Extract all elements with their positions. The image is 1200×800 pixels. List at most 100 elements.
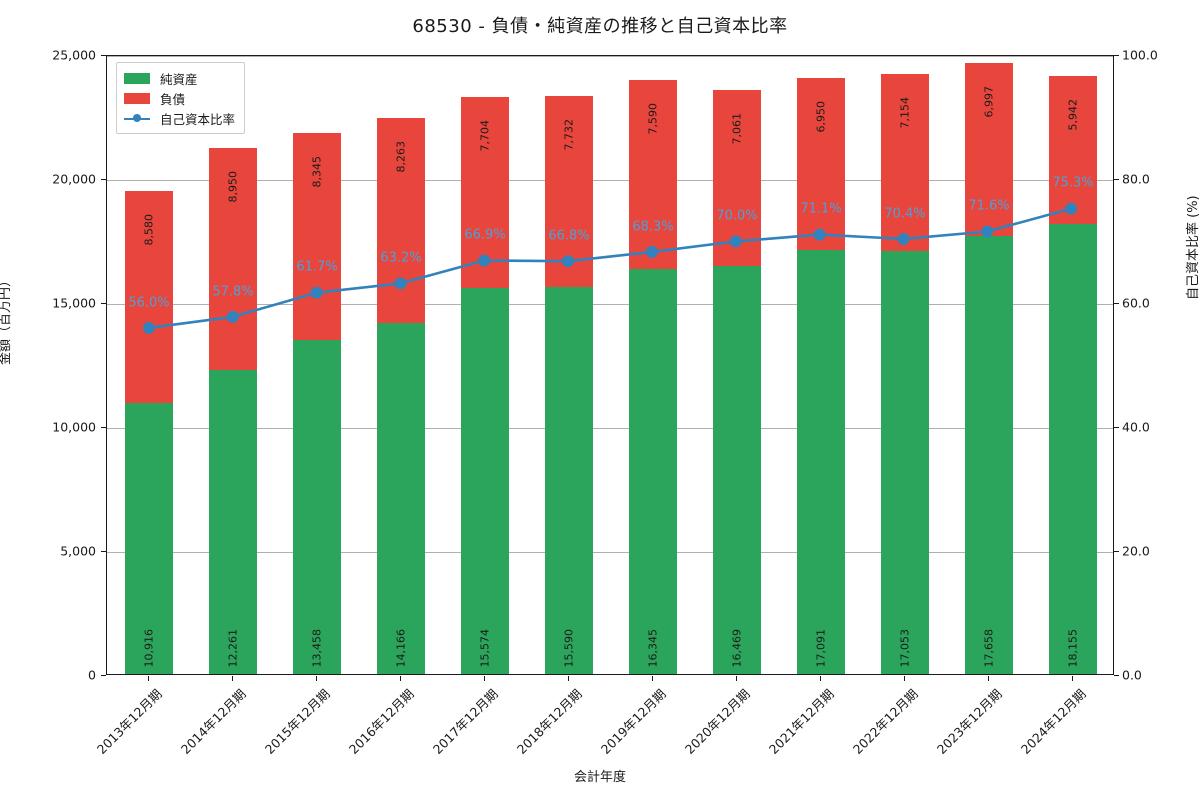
- y-axis-right-tick-label: 100.0: [1122, 47, 1158, 63]
- ratio-value-label: 70.4%: [884, 206, 926, 222]
- bar-group[interactable]: 17,091 6,950: [797, 54, 845, 674]
- bar-value-label-equity: 13,458: [310, 629, 324, 668]
- bar-value-label-liability: 8,580: [142, 213, 156, 246]
- y-axis-left-tick-mark: [101, 675, 106, 676]
- ratio-line-path: [147, 207, 1073, 330]
- bar-group[interactable]: 16,469 7,061: [713, 54, 761, 674]
- ratio-value-label: 63.2%: [380, 250, 422, 266]
- bar-group[interactable]: 13,458 8,345: [293, 54, 341, 674]
- bar-segment-equity[interactable]: 13,458: [293, 340, 341, 674]
- legend-item[interactable]: 負債: [124, 88, 235, 108]
- bar-group[interactable]: 14,166 8,263: [377, 54, 425, 674]
- ratio-value-label: 57.8%: [212, 284, 254, 300]
- bar-group[interactable]: 15,574 7,704: [461, 54, 509, 674]
- bar-value-label-liability: 7,732: [562, 118, 576, 151]
- y-axis-right-tick-label: 20.0: [1122, 543, 1150, 559]
- bar-group[interactable]: 10,916 8,580: [125, 54, 173, 674]
- x-axis-tick-label: 2024年12月期: [1017, 686, 1089, 757]
- bar-value-label-liability: 8,950: [226, 170, 240, 203]
- legend-item-label: 自己資本比率: [160, 111, 236, 127]
- bar-segment-liability[interactable]: 7,154: [881, 73, 929, 252]
- bar-segment-liability[interactable]: 8,950: [209, 147, 257, 370]
- legend-item-label: 純資産: [160, 71, 198, 87]
- y-axis-right-title: 自己資本比率 (%): [1186, 195, 1200, 300]
- x-axis-tick-label: 2018年12月期: [513, 686, 585, 757]
- bar-segment-equity[interactable]: 15,574: [461, 287, 509, 674]
- chart-legend[interactable]: 純資産負債自己資本比率: [116, 62, 246, 134]
- bar-segment-equity[interactable]: 17,091: [797, 250, 845, 674]
- bar-group[interactable]: 18,155 5,942: [1049, 54, 1097, 674]
- y-axis-left-tick-label: 10,000: [52, 419, 96, 435]
- y-axis-right-tick-mark: [1114, 55, 1119, 56]
- y-axis-left-tick-label: 5,000: [60, 543, 96, 559]
- legend-item-label: 負債: [160, 91, 186, 107]
- x-axis-tick-label: 2014年12月期: [177, 686, 249, 757]
- bar-segment-equity[interactable]: 16,469: [713, 265, 761, 674]
- bar-segment-liability[interactable]: 5,942: [1049, 76, 1097, 224]
- x-axis-tick-mark: [400, 676, 401, 681]
- bar-segment-equity[interactable]: 14,166: [377, 322, 425, 674]
- bar-value-label-equity: 15,590: [562, 629, 576, 668]
- y-axis-left-tick-mark: [101, 179, 106, 180]
- gridline: [107, 180, 1113, 181]
- bar-segment-equity[interactable]: 12,261: [209, 369, 257, 674]
- bar-segment-equity[interactable]: 18,155: [1049, 223, 1097, 674]
- bar-group[interactable]: 15,590 7,732: [545, 54, 593, 674]
- ratio-value-label: 61.7%: [296, 259, 338, 275]
- bar-segment-equity[interactable]: 15,590: [545, 287, 593, 674]
- bar-group[interactable]: 16,345 7,590: [629, 54, 677, 674]
- bar-group[interactable]: 12,261 8,950: [209, 54, 257, 674]
- bar-value-label-equity: 16,345: [646, 629, 660, 668]
- ratio-value-label: 66.9%: [464, 227, 506, 243]
- x-axis-tick-mark: [988, 676, 989, 681]
- bar-segment-liability[interactable]: 8,345: [293, 133, 341, 341]
- legend-item[interactable]: 純資産: [124, 68, 235, 88]
- x-axis-tick-label: 2017年12月期: [429, 686, 501, 757]
- y-axis-left-tick-label: 25,000: [52, 47, 96, 63]
- bar-value-label-liability: 8,263: [394, 140, 408, 173]
- x-axis-tick-mark: [232, 676, 233, 681]
- bar-group[interactable]: 17,658 6,997: [965, 54, 1013, 674]
- bar-value-label-equity: 10,916: [142, 629, 156, 668]
- y-axis-right-tick-mark: [1114, 675, 1119, 676]
- bar-value-label-liability: 5,942: [1066, 99, 1080, 131]
- bar-value-label-equity: 16,469: [730, 629, 744, 668]
- bar-value-label-liability: 8,345: [310, 156, 324, 188]
- bar-value-label-liability: 7,590: [646, 103, 660, 135]
- bar-segment-liability[interactable]: 6,950: [797, 77, 845, 251]
- plot-area: 10,916 8,580 12,261 8,950 13,458 8,345 14,166 8…: [106, 55, 1114, 675]
- x-axis-tick-label: 2019年12月期: [597, 686, 669, 757]
- x-axis-tick-mark: [904, 676, 905, 681]
- legend-line-marker-icon: [124, 113, 150, 124]
- bar-segment-liability[interactable]: 6,997: [965, 62, 1013, 237]
- y-axis-right-tick-mark: [1114, 179, 1119, 180]
- bar-value-label-liability: 7,704: [478, 119, 492, 152]
- bar-segment-liability[interactable]: 7,061: [713, 90, 761, 266]
- y-axis-right-tick-mark: [1114, 551, 1119, 552]
- legend-item[interactable]: 自己資本比率: [124, 108, 235, 128]
- x-axis-tick-mark: [652, 676, 653, 681]
- y-axis-left-tick-mark: [101, 303, 106, 304]
- x-axis-tick-mark: [736, 676, 737, 681]
- x-axis-tick-mark: [820, 676, 821, 681]
- x-axis-title: 会計年度: [573, 770, 626, 785]
- bar-segment-equity[interactable]: 17,658: [965, 236, 1013, 674]
- bar-group[interactable]: 17,053 7,154: [881, 54, 929, 674]
- y-axis-right-tick-label: 0.0: [1122, 667, 1142, 683]
- x-axis-tick-label: 2020年12月期: [681, 686, 753, 757]
- bar-value-label-equity: 12,261: [226, 629, 240, 668]
- bar-segment-equity[interactable]: 10,916: [125, 403, 173, 674]
- bar-value-label-liability: 6,950: [814, 100, 828, 133]
- x-axis-tick-label: 2022年12月期: [849, 686, 921, 757]
- bar-segment-equity[interactable]: 16,345: [629, 268, 677, 674]
- bar-segment-equity[interactable]: 17,053: [881, 251, 929, 674]
- bar-segment-liability[interactable]: 7,732: [545, 95, 593, 288]
- bar-value-label-equity: 17,658: [982, 629, 996, 668]
- bar-segment-liability[interactable]: 7,590: [629, 80, 677, 269]
- y-axis-left-title: 金額（百万円）: [0, 273, 13, 365]
- bar-value-label-liability: 6,997: [982, 85, 996, 118]
- bar-segment-liability[interactable]: 8,263: [377, 117, 425, 323]
- bar-segment-liability[interactable]: 7,704: [461, 96, 509, 288]
- y-axis-right-tick-mark: [1114, 427, 1119, 428]
